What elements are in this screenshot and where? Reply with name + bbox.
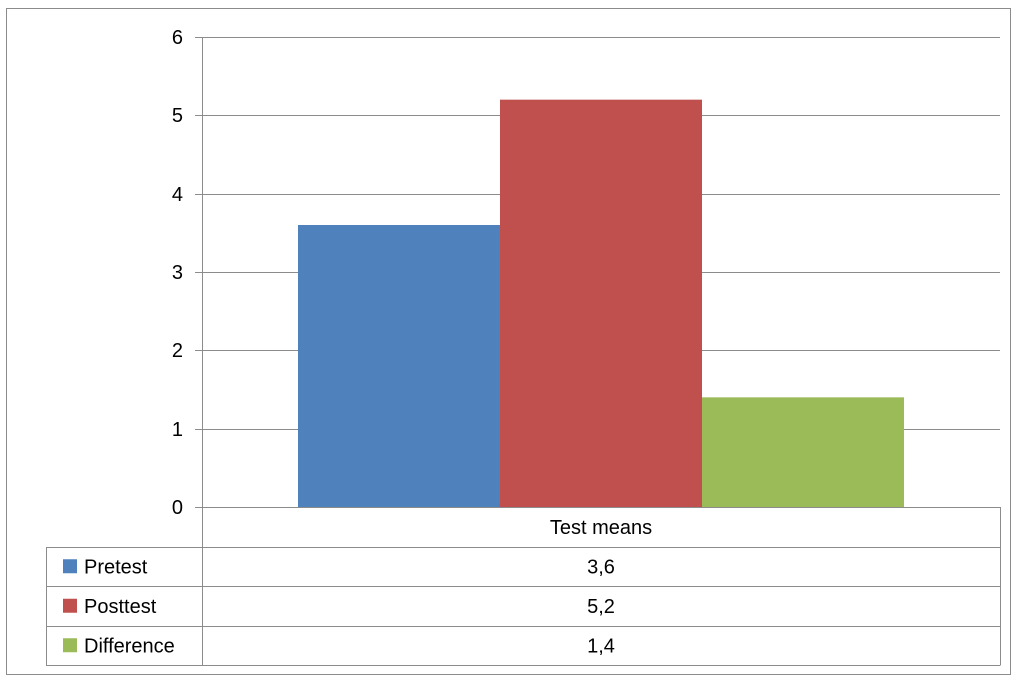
y-tick-label: 1	[172, 419, 183, 441]
data-table: Test means Pretest 3,6 Posttest 5,2 Differenc…	[46, 507, 1001, 666]
bar-posttest	[500, 99, 702, 508]
legend-label-difference: Difference	[84, 635, 175, 657]
data-label-posttest: 5,2	[587, 596, 615, 618]
data-label-difference: 1,4	[587, 635, 615, 657]
y-tick-label: 2	[172, 340, 183, 362]
legend-label-posttest: Posttest	[84, 596, 157, 618]
bar-pretest	[298, 225, 500, 507]
y-tick-label: 3	[172, 262, 183, 284]
legend-swatch-difference	[63, 638, 77, 653]
data-label-pretest: 3,6	[587, 556, 615, 578]
y-axis-tick-labels: 0 1 2 3 4 5 6	[172, 27, 183, 519]
bar-difference	[702, 397, 904, 507]
bars	[298, 99, 904, 508]
y-tick-label: 6	[172, 27, 183, 49]
y-tick-label: 0	[172, 497, 183, 519]
y-tick-label: 4	[172, 184, 183, 206]
legend-swatch-posttest	[63, 598, 77, 613]
y-tick-label: 5	[172, 105, 183, 127]
category-label: Test means	[550, 517, 652, 539]
legend-swatch-pretest	[63, 559, 77, 574]
legend-label-pretest: Pretest	[84, 556, 148, 578]
